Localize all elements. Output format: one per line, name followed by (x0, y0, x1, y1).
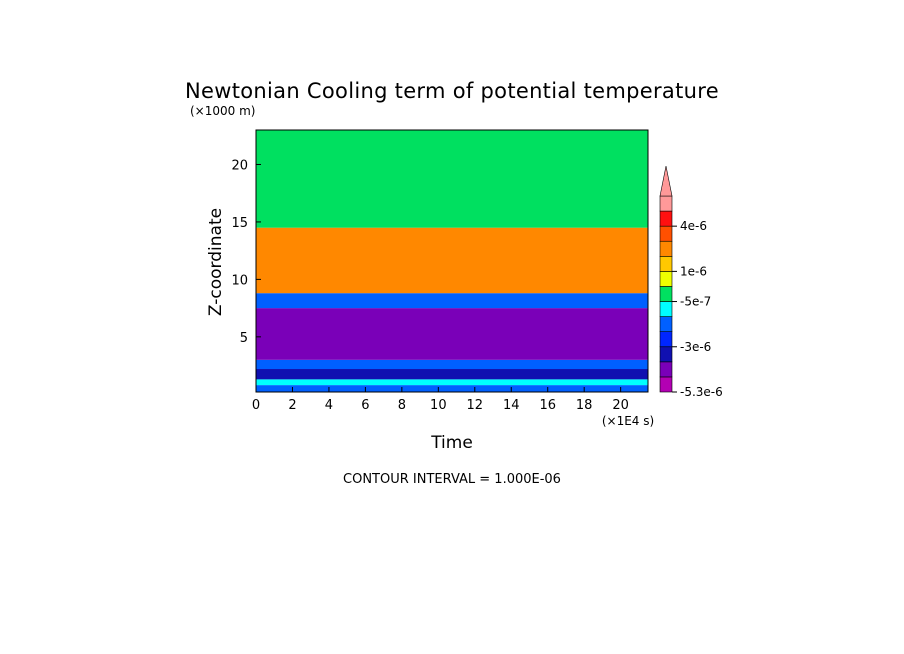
colorbar-extend-arrow (659, 165, 673, 197)
plot-frame (255, 129, 649, 393)
field-band (256, 308, 648, 360)
heatmap-field (256, 130, 648, 392)
x-tick-label: 0 (252, 398, 260, 413)
field-band (256, 359, 648, 370)
x-axis: 0 2 4 6 8 10 12 14 16 18 20 (252, 387, 629, 413)
field-band (256, 379, 648, 386)
x-tick-label: 4 (325, 398, 333, 413)
colorbar-label: 1e-6 (680, 264, 707, 278)
colorbar-segment (659, 376, 673, 393)
colorbar-segment (659, 361, 673, 378)
colorbar-segment (659, 316, 673, 332)
colorbar: 4e-6 1e-6 -5e-7 -3e-6 -5.3e-6 (659, 165, 723, 399)
colorbar-segment (659, 301, 673, 317)
colorbar-segment (659, 256, 673, 272)
y-axis: 5 10 15 20 (231, 158, 261, 346)
field-band (256, 385, 648, 392)
x-tick-label: 14 (503, 398, 520, 413)
colorbar-segment (659, 225, 673, 242)
colorbar-segment (659, 286, 673, 302)
x-tick-label: 2 (288, 398, 296, 413)
colorbar-label: -5.3e-6 (680, 385, 723, 399)
colorbar-segment (659, 346, 673, 363)
y-tick-label: 20 (231, 158, 248, 173)
chart-title: Newtonian Cooling term of potential temp… (185, 79, 719, 103)
colorbar-segment (659, 210, 673, 227)
field-band (256, 293, 648, 309)
y-tick-label: 15 (231, 216, 248, 231)
y-tick-label: 5 (240, 331, 248, 346)
colorbar-label: 4e-6 (680, 219, 707, 233)
x-tick-label: 18 (576, 398, 593, 413)
y-axis-unit: (×1000 m) (190, 104, 255, 118)
x-tick-label: 12 (467, 398, 484, 413)
field-band (256, 227, 648, 294)
colorbar-segment (659, 195, 673, 212)
field-band (256, 130, 648, 228)
y-tick-label: 10 (231, 273, 248, 288)
x-tick-label: 6 (361, 398, 369, 413)
x-axis-unit: (×1E4 s) (602, 414, 654, 428)
colorbar-label: -3e-6 (680, 340, 711, 354)
field-band (256, 369, 648, 380)
contour-interval-note: CONTOUR INTERVAL = 1.000E-06 (343, 472, 561, 487)
x-tick-label: 10 (430, 398, 447, 413)
colorbar-segment (659, 271, 673, 287)
colorbar-label: -5e-7 (680, 295, 711, 309)
x-axis-label: Time (430, 433, 473, 453)
x-tick-label: 20 (612, 398, 629, 413)
x-tick-label: 16 (539, 398, 556, 413)
x-tick-label: 8 (398, 398, 406, 413)
colorbar-segment (659, 240, 673, 257)
y-axis-label: Z-coordinate (206, 208, 226, 316)
colorbar-segment (659, 331, 673, 348)
